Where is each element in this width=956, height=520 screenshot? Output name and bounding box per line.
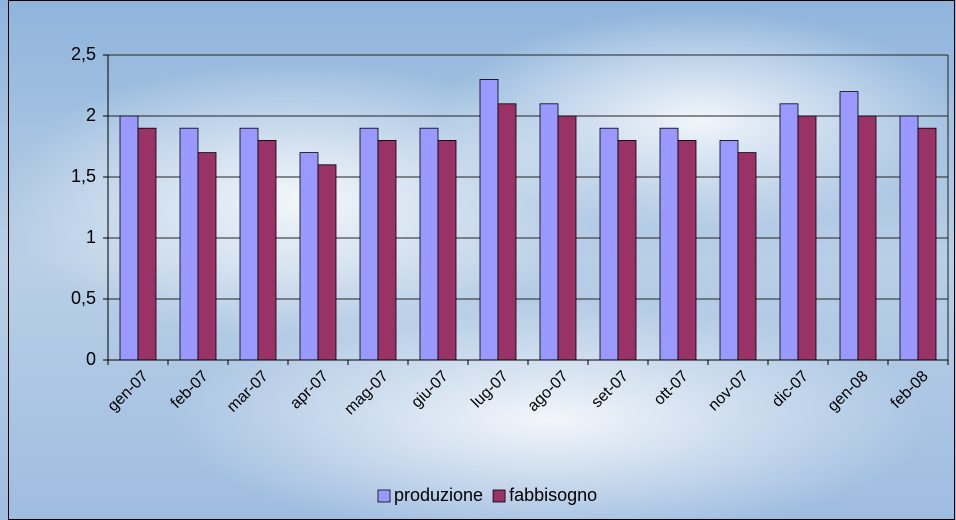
bar [480, 79, 498, 360]
legend-label: fabbisogno [509, 485, 597, 505]
bar [420, 128, 438, 360]
bar [798, 116, 816, 360]
bar [318, 165, 336, 360]
legend-label: produzione [394, 485, 483, 505]
bar [120, 116, 138, 360]
y-tick-label: 1,5 [71, 166, 96, 186]
bar [360, 128, 378, 360]
bar [660, 128, 678, 360]
cloud [440, 10, 956, 230]
bar [198, 153, 216, 360]
bar [378, 140, 396, 360]
bar [600, 128, 618, 360]
bar [720, 140, 738, 360]
bar [840, 92, 858, 360]
bar [438, 140, 456, 360]
bar [738, 153, 756, 360]
bar [540, 104, 558, 360]
bar [618, 140, 636, 360]
y-tick-label: 0,5 [71, 288, 96, 308]
bar [300, 153, 318, 360]
bar [258, 140, 276, 360]
legend-swatch [378, 490, 390, 502]
bar [678, 140, 696, 360]
chart: 00,511,522,5gen-07feb-07mar-07apr-07mag-… [0, 0, 956, 520]
y-tick-label: 2,5 [71, 44, 96, 64]
y-tick-label: 2 [86, 105, 96, 125]
bar [918, 128, 936, 360]
bar [180, 128, 198, 360]
bar [498, 104, 516, 360]
bar [240, 128, 258, 360]
bar [138, 128, 156, 360]
bar [780, 104, 798, 360]
bar [900, 116, 918, 360]
bar [558, 116, 576, 360]
y-tick-label: 0 [86, 349, 96, 369]
bar [858, 116, 876, 360]
y-tick-label: 1 [86, 227, 96, 247]
legend-swatch [493, 490, 505, 502]
